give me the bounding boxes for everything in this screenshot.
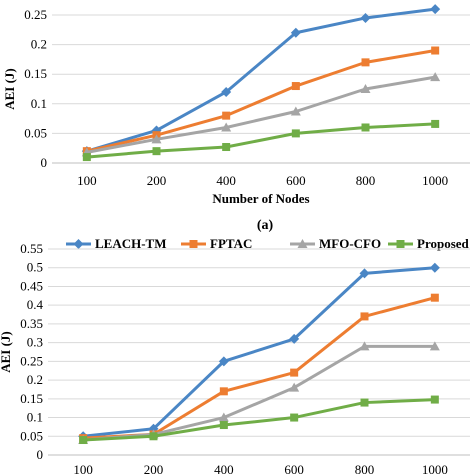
y-tick-label: 0.3 [27, 335, 43, 350]
data-point-fptac [222, 111, 231, 120]
x-tick-label: 800 [356, 173, 376, 188]
data-point-mfo-cfo [430, 72, 441, 82]
chart-panel-a: 0 0.05 0.1 0.15 0.2 0.25 100 200 400 600 800 1000 AE… [2, 4, 470, 206]
data-point-mfo-cfo [360, 84, 371, 93]
y-tick-label: 0.35 [20, 316, 43, 331]
data-point-leach-tm [360, 12, 371, 23]
data-point-proposed [79, 436, 88, 445]
y-tick-label: 0.05 [24, 125, 47, 140]
x-tick-label: 100 [77, 173, 97, 188]
data-point-mfo-cfo [221, 122, 232, 132]
x-tick-label: 200 [144, 462, 164, 474]
series-line-fptac [86, 49, 436, 153]
y-tick-label: 0.25 [20, 353, 43, 368]
legend-label: FPTAC [210, 236, 252, 251]
data-point-fptac [360, 312, 369, 321]
data-point-proposed [431, 119, 440, 128]
data-point-mfo-cfo [289, 382, 300, 392]
data-point-mfo-cfo [359, 341, 370, 351]
y-tick-label: 0.1 [27, 410, 43, 425]
data-point-leach-tm [430, 4, 441, 15]
x-tick-label: 1000 [422, 173, 448, 188]
legend-label: MFO-CFO [319, 236, 381, 251]
y-tick-label: 0.2 [31, 37, 47, 52]
data-point-proposed [222, 143, 231, 152]
data-point-mfo-cfo [218, 412, 229, 422]
data-point-fptac [361, 58, 370, 67]
data-point-leach-tm [221, 86, 232, 97]
x-tick-label: 600 [284, 462, 304, 474]
legend-marker-leach-tm [73, 239, 84, 249]
series-line-proposed [86, 122, 436, 159]
x-tick-label: 200 [147, 173, 167, 188]
y-axis-title: AEI (J) [2, 68, 17, 110]
x-tick-label: 400 [214, 462, 234, 474]
data-point-proposed [361, 123, 370, 132]
data-point-proposed [219, 421, 228, 430]
data-point-leach-tm [218, 356, 229, 367]
legend-marker-proposed [396, 240, 405, 248]
panel-label-a: (a) [257, 218, 274, 233]
y-tick-label: 0.5 [27, 260, 43, 275]
data-point-fptac [219, 387, 228, 396]
data-point-leach-tm [429, 262, 440, 273]
data-point-leach-tm [290, 27, 301, 38]
series-line-leach-tm [86, 7, 436, 153]
y-tick-label: 0.15 [20, 391, 43, 406]
x-tick-label: 400 [216, 173, 236, 188]
data-point-mfo-cfo [151, 134, 162, 144]
legend-marker-fptac [189, 240, 198, 248]
x-tick-label: 800 [355, 462, 375, 474]
x-axis-title: Number of Nodes [212, 191, 309, 206]
data-point-proposed [290, 413, 299, 422]
data-point-mfo-cfo [429, 341, 440, 351]
series-line-leach-tm [83, 266, 435, 438]
data-point-proposed [360, 398, 369, 407]
data-point-proposed [82, 153, 91, 162]
y-tick-label: 0.45 [20, 278, 43, 293]
chart-legend: LEACH-TM FPTAC MFO-CFO Proposed [66, 236, 470, 251]
data-point-leach-tm [289, 333, 300, 344]
y-axis-title: AEI (J) [0, 331, 13, 373]
y-tick-label: 0.4 [27, 297, 44, 312]
y-tick-label: 0 [37, 447, 44, 462]
data-point-leach-tm [359, 268, 370, 279]
legend-marker-mfo-cfo [297, 239, 308, 248]
series-line-mfo-cfo [86, 75, 436, 154]
x-tick-label: 100 [73, 462, 93, 474]
data-point-proposed [430, 395, 439, 404]
y-tick-label: 0.05 [20, 428, 43, 443]
y-tick-label: 0.55 [20, 241, 43, 256]
series-line-proposed [83, 398, 435, 442]
data-point-fptac [290, 368, 299, 377]
y-tick-label: 0.15 [24, 66, 47, 81]
y-tick-label: 0.2 [27, 372, 43, 387]
data-point-proposed [291, 129, 300, 138]
y-tick-label: 0.1 [31, 96, 47, 111]
data-point-proposed [152, 147, 161, 156]
x-tick-label: 1000 [422, 462, 448, 474]
data-point-fptac [291, 82, 300, 91]
series-line-mfo-cfo [83, 344, 435, 442]
chart-panel-b: 0 0.05 0.1 0.15 0.2 0.25 0.3 0.35 0.4 0.45 0.5 0.55… [0, 241, 470, 474]
data-point-mfo-cfo [290, 106, 301, 116]
x-tick-label: 600 [286, 173, 306, 188]
legend-label: LEACH-TM [95, 236, 167, 251]
y-tick-label: 0 [41, 155, 48, 170]
data-point-proposed [149, 432, 158, 441]
legend-label: Proposed [417, 236, 470, 251]
data-point-fptac [431, 46, 440, 55]
data-point-fptac [430, 293, 439, 302]
y-tick-label: 0.25 [24, 7, 47, 22]
